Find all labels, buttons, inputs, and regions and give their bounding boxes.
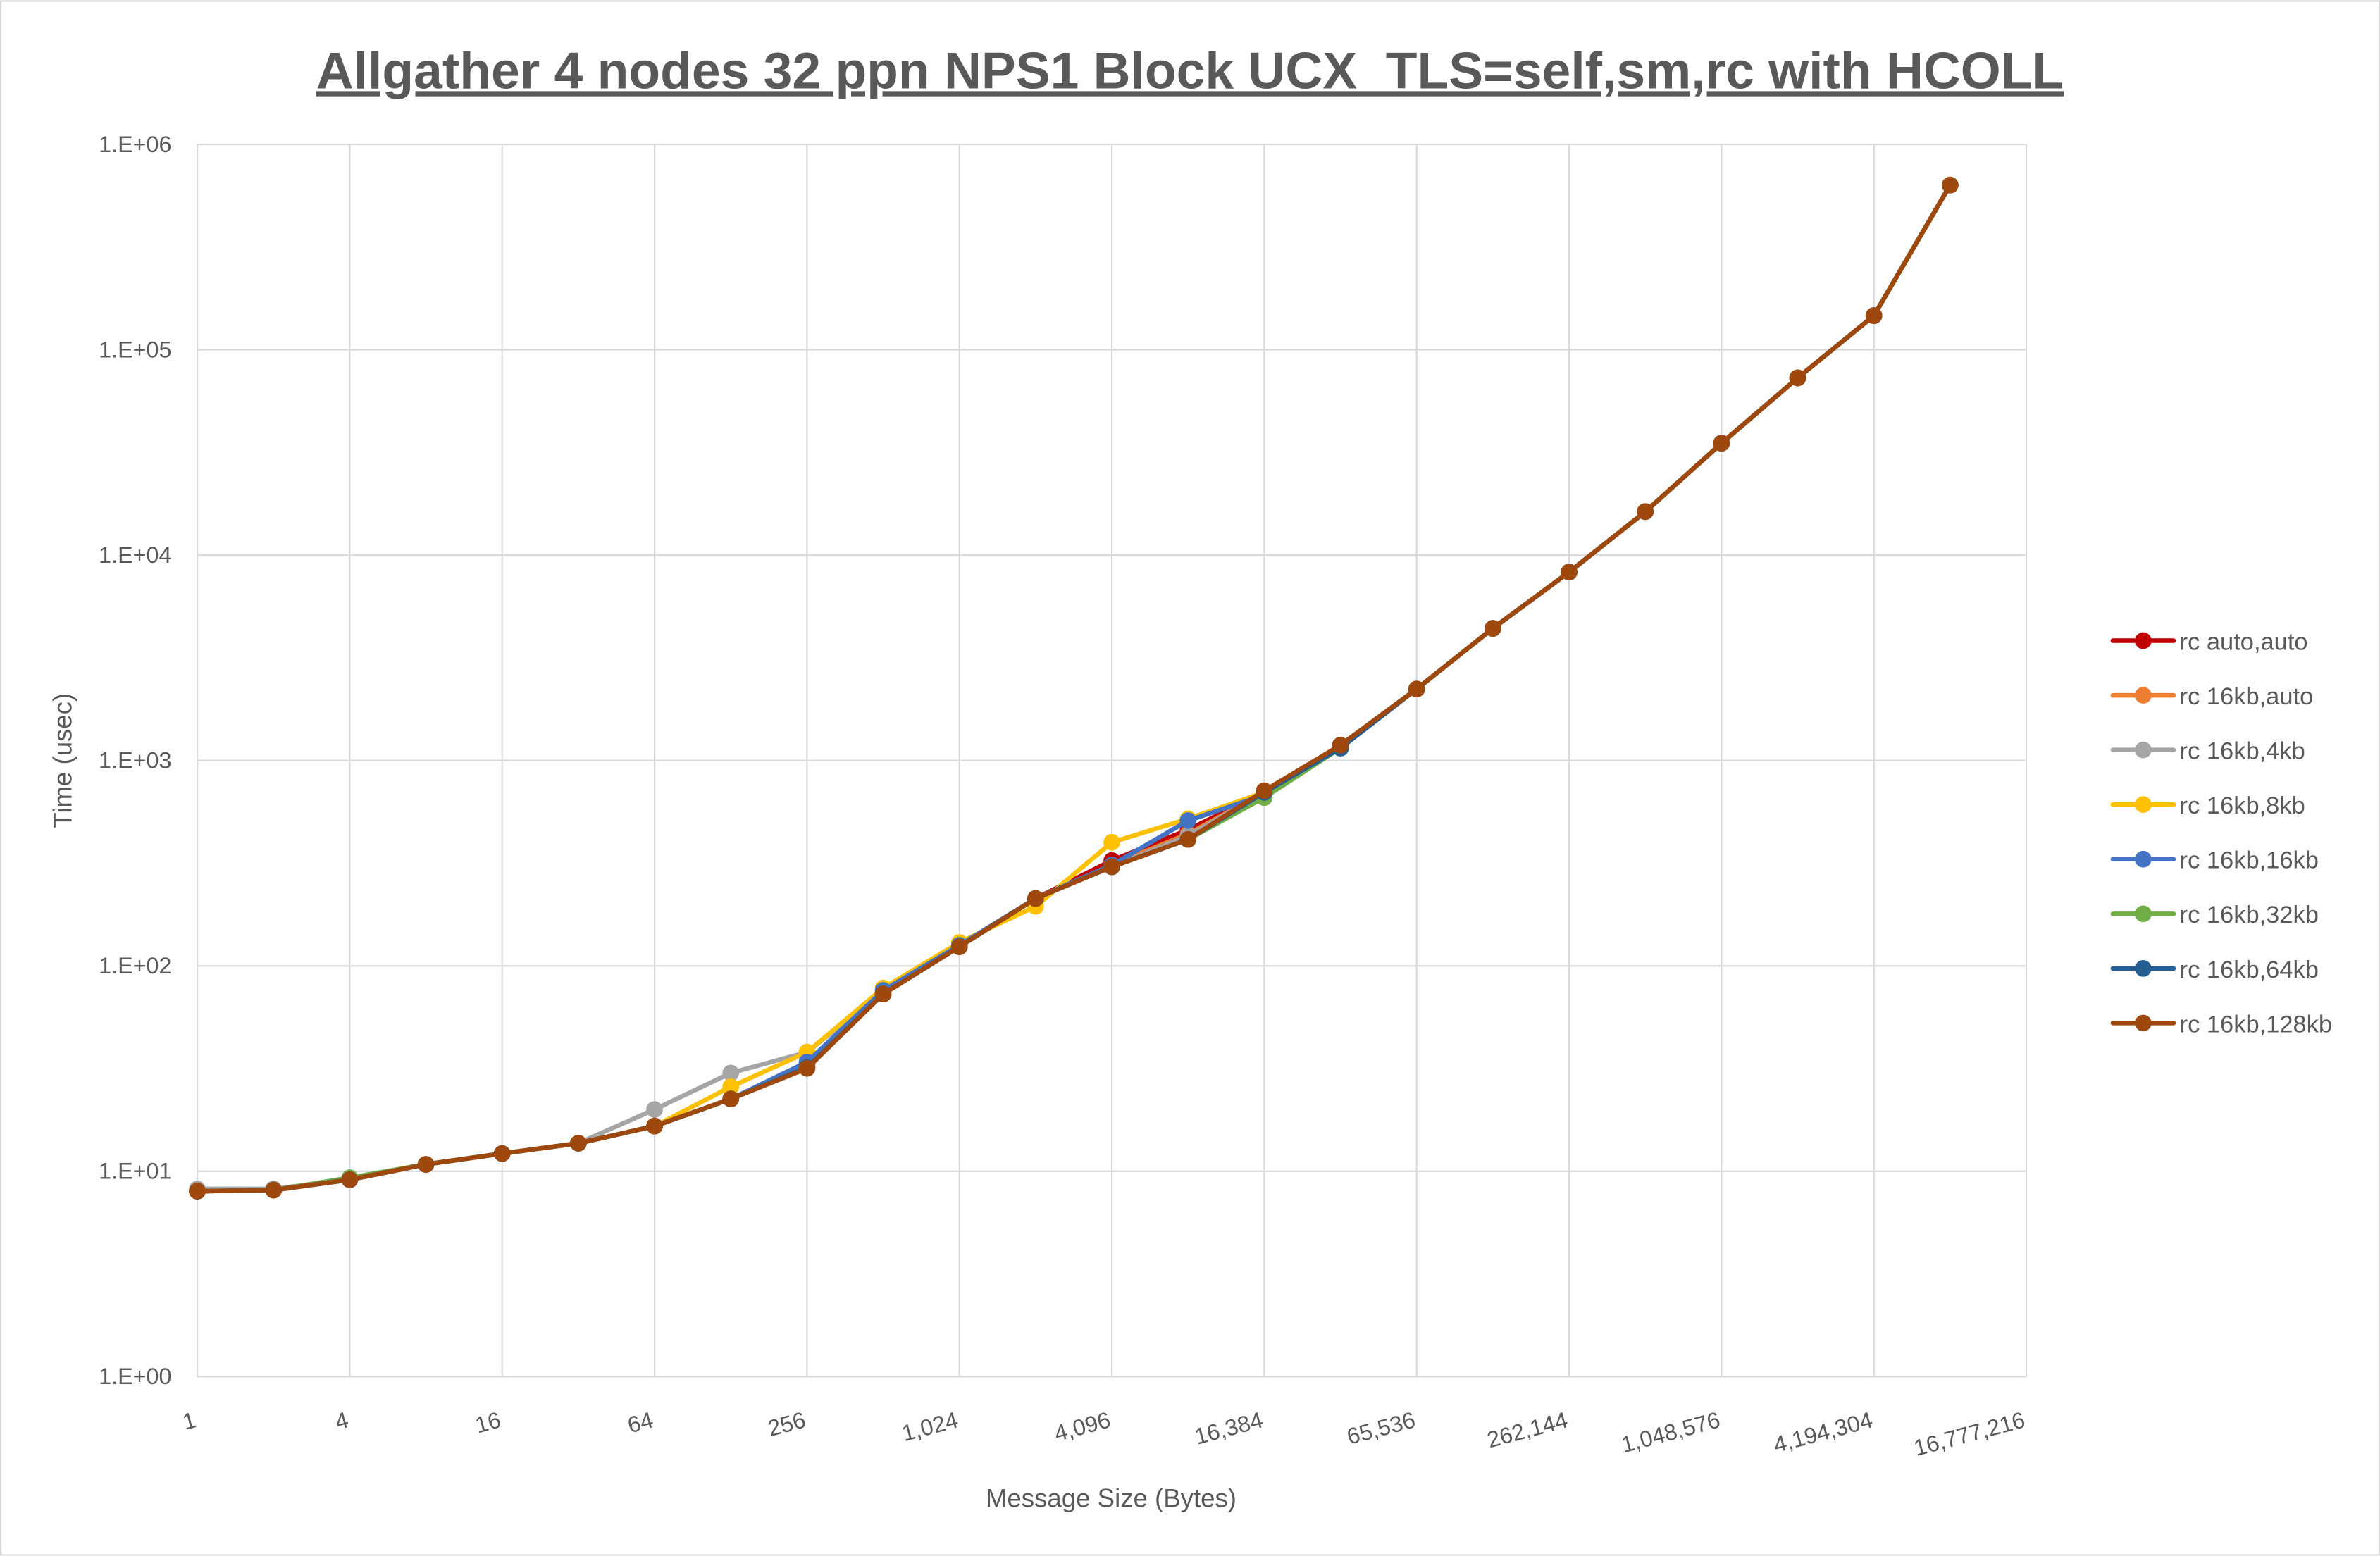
legend-label: rc 16kb,32kb: [2180, 902, 2319, 928]
data-point: [646, 1101, 663, 1118]
data-point: [1027, 890, 1044, 907]
legend-item: rc 16kb,4kb: [2110, 738, 2305, 765]
legend-item: rc 16kb,128kb: [2110, 1011, 2332, 1038]
y-axis-title: Time (usec): [48, 693, 77, 828]
data-point: [570, 1135, 587, 1152]
gridlines: [196, 143, 2028, 1378]
legend-label: rc 16kb,16kb: [2180, 847, 2319, 874]
legend-item: rc 16kb,16kb: [2110, 847, 2319, 874]
data-point: [1179, 812, 1197, 829]
data-point: [1332, 737, 1349, 754]
legend-item: rc auto,auto: [2110, 628, 2308, 655]
y-tick-label: 1.E+06: [99, 132, 171, 157]
data-point: [1256, 782, 1273, 799]
data-point: [1713, 435, 1730, 452]
y-tick-label: 1.E+00: [99, 1364, 171, 1389]
legend-dot-marker: [2135, 905, 2152, 923]
x-tick-label: 16: [473, 1407, 504, 1438]
data-point: [493, 1145, 511, 1162]
series-lines: [189, 176, 1959, 1200]
data-point: [646, 1117, 663, 1135]
legend-dot-marker: [2135, 796, 2152, 814]
data-point: [1103, 858, 1120, 876]
y-tick-label: 1.E+01: [99, 1159, 171, 1184]
data-point: [189, 1183, 206, 1200]
data-point: [1865, 307, 1883, 324]
data-point: [1179, 830, 1197, 848]
legend-item: rc 16kb,64kb: [2110, 957, 2319, 983]
legend-dot-marker: [2135, 1014, 2152, 1032]
legend-label: rc 16kb,4kb: [2180, 738, 2305, 765]
data-point: [950, 938, 968, 955]
data-point: [1485, 620, 1501, 637]
series-line: [197, 184, 1952, 1194]
legend-item: rc 16kb,8kb: [2110, 792, 2305, 819]
chart-title: Allgather 4 nodes 32 ppn NPS1 Block UCX_…: [316, 42, 2064, 99]
legend-dot-marker: [2135, 741, 2152, 759]
legend: rc auto,auto rc 16kb,auto rc 16kb,4kb rc 16…: [2110, 628, 2332, 1038]
data-point: [1408, 680, 1425, 698]
data-point: [417, 1156, 435, 1173]
y-tick-label: 1.E+02: [99, 953, 171, 978]
series-rc-16kb-128kb: [189, 176, 1959, 1200]
data-point: [341, 1171, 359, 1188]
legend-label: rc 16kb,auto: [2180, 683, 2314, 710]
legend-dot-marker: [2135, 850, 2152, 868]
data-point: [722, 1064, 740, 1082]
legend-item: rc 16kb,32kb: [2110, 902, 2319, 928]
data-point: [722, 1090, 740, 1108]
y-tick-label: 1.E+05: [99, 337, 171, 362]
data-point: [265, 1181, 283, 1199]
data-point: [1942, 176, 1959, 194]
legend-label: rc 16kb,64kb: [2180, 957, 2319, 983]
legend-label: rc auto,auto: [2180, 628, 2308, 655]
x-tick-label: 64: [625, 1407, 656, 1438]
data-point: [1637, 503, 1654, 521]
legend-item: rc 16kb,auto: [2110, 683, 2314, 710]
data-point: [1789, 369, 1806, 387]
legend-label: rc 16kb,8kb: [2180, 792, 2305, 819]
data-point: [798, 1059, 816, 1077]
data-point: [874, 985, 892, 1002]
legend-label: rc 16kb,128kb: [2180, 1011, 2332, 1038]
legend-dot-marker: [2135, 687, 2152, 704]
x-axis-title: Message Size (Bytes): [986, 1484, 1237, 1513]
data-point: [1561, 564, 1578, 581]
data-point: [722, 1078, 740, 1095]
y-tick-label: 1.E+03: [99, 747, 171, 773]
y-tick-label: 1.E+04: [99, 542, 171, 568]
y-tick-labels: 1.E+00 1.E+01 1.E+02 1.E+03 1.E+04 1.E+05 1.E+…: [99, 132, 171, 1389]
legend-dot-marker: [2135, 960, 2152, 977]
data-point: [1103, 833, 1120, 851]
legend-dot-marker: [2135, 632, 2152, 649]
